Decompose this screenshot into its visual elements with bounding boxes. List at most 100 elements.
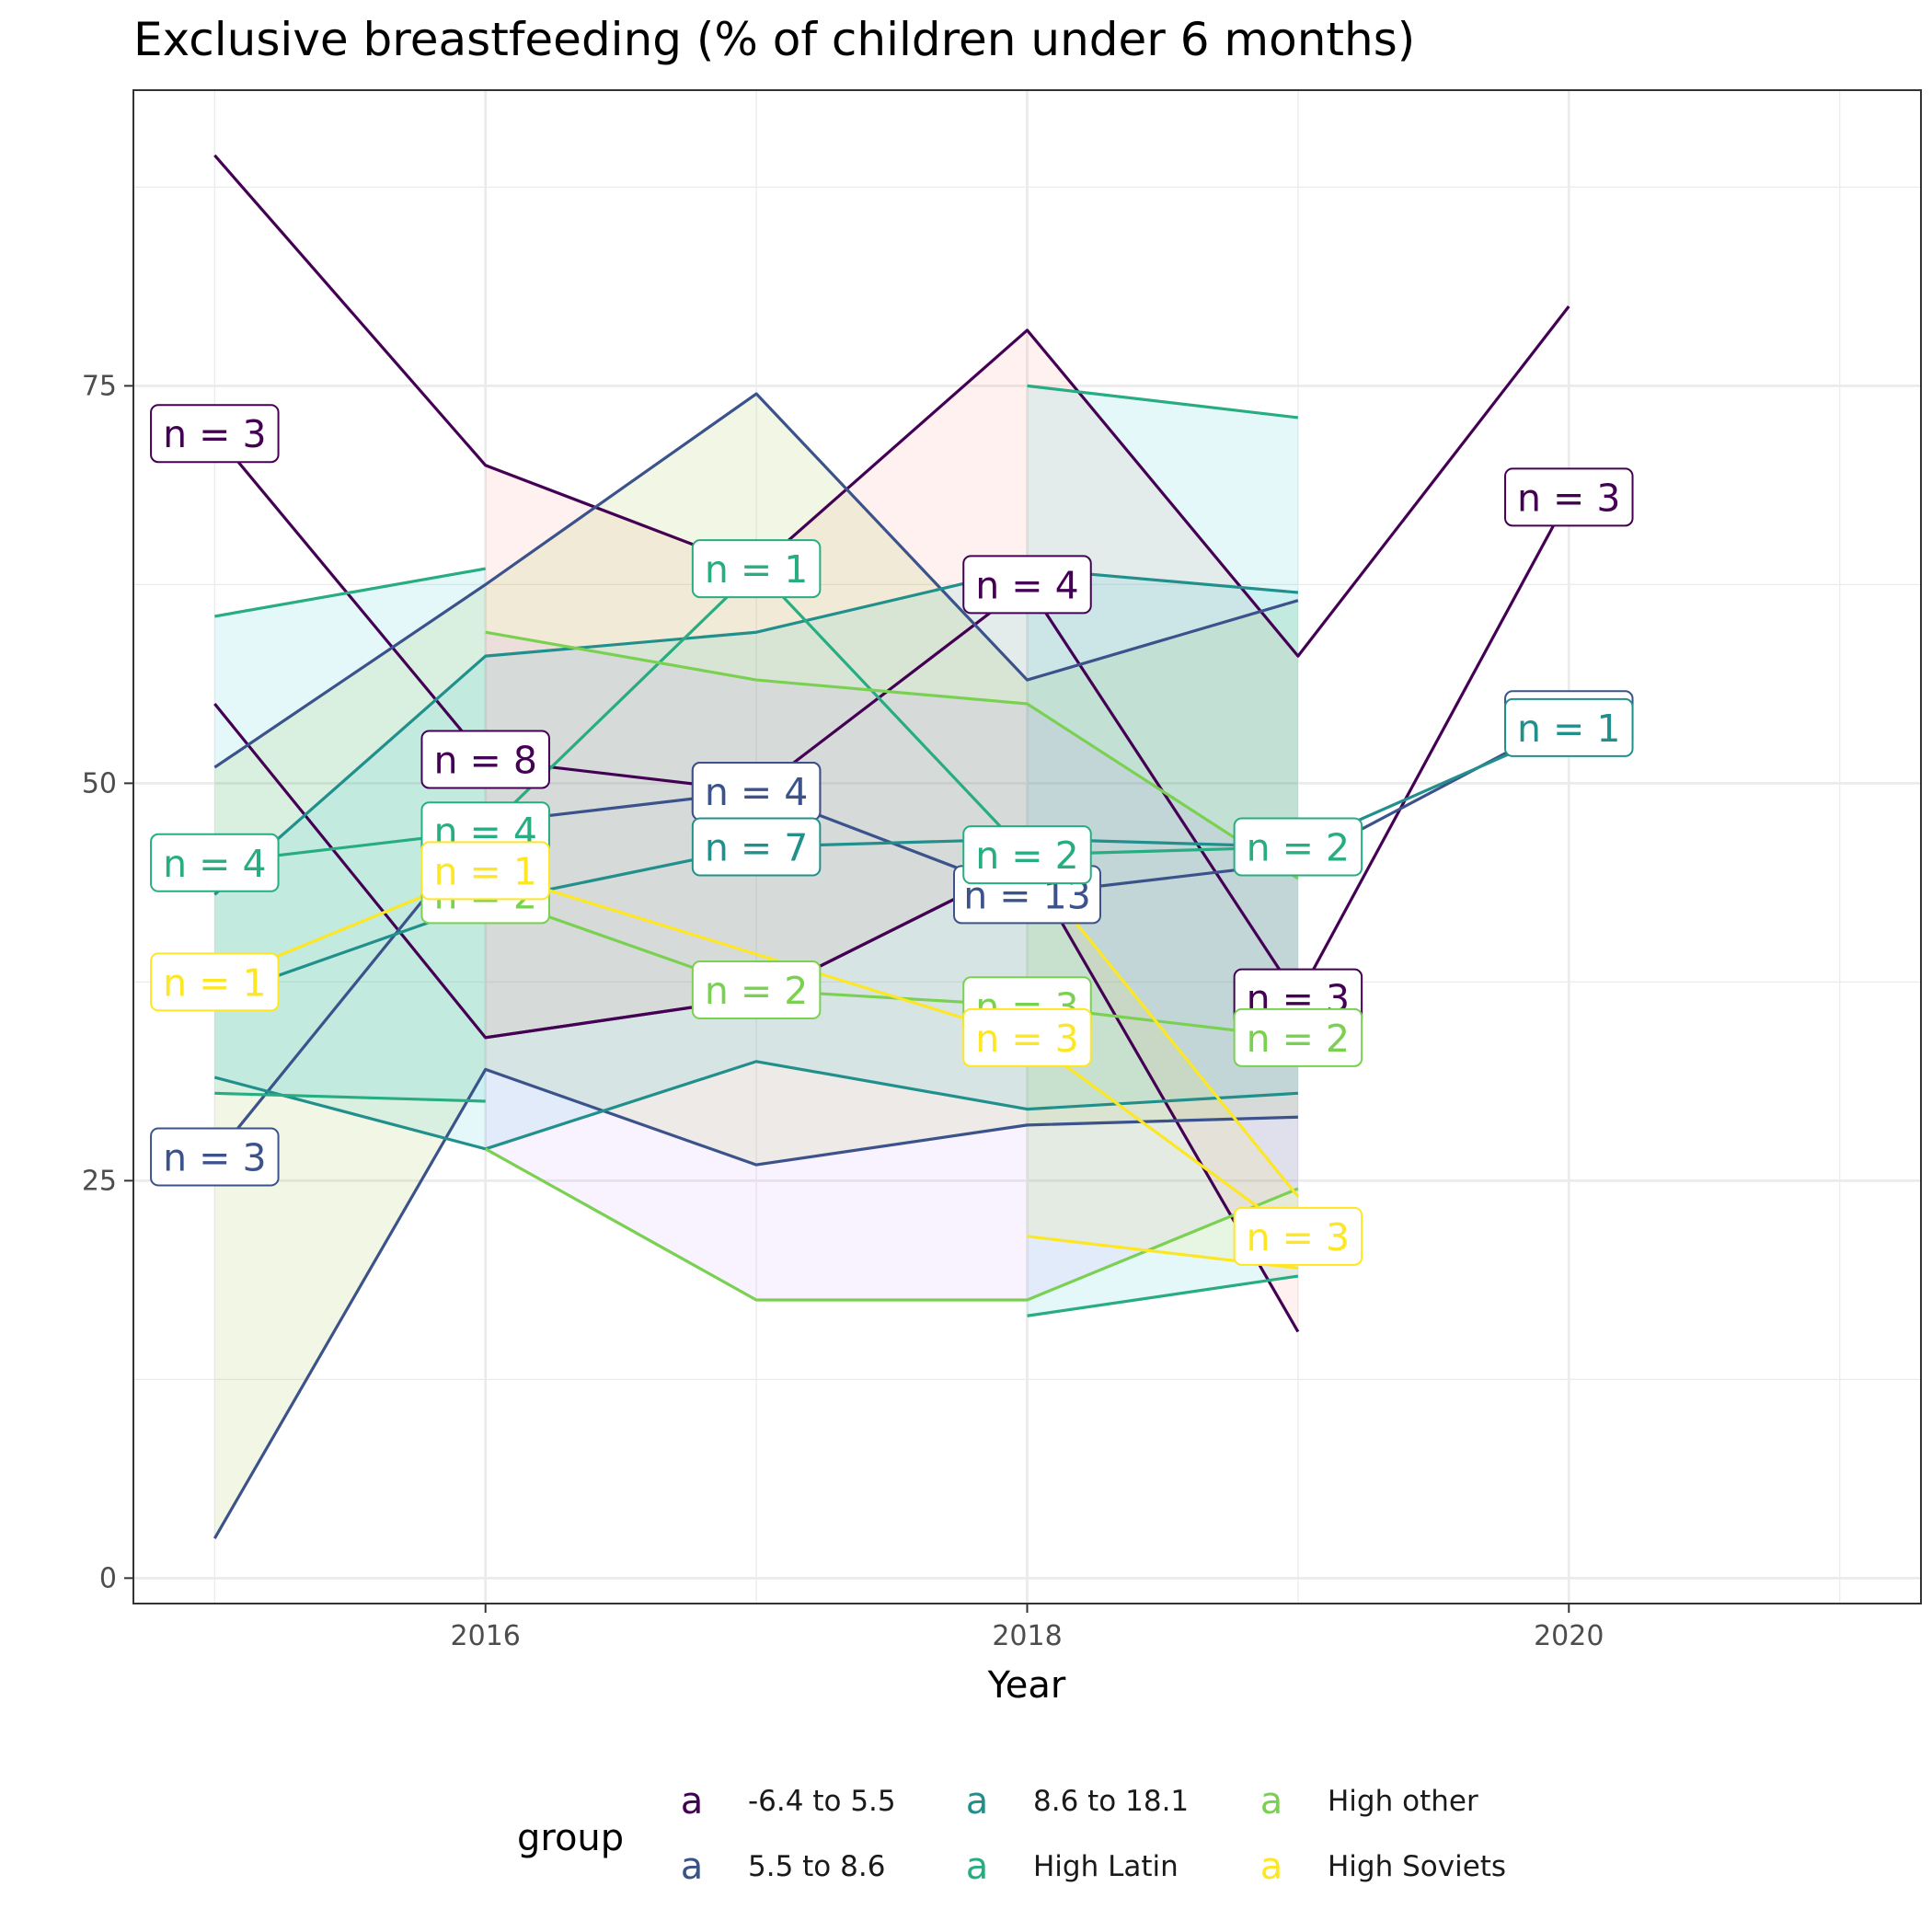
mean-line-6-4-to-5-5 — [213, 432, 1570, 1000]
count-label-text: n = 2 — [975, 834, 1079, 878]
count-label-high-other: n = 2 — [1233, 1007, 1363, 1067]
count-label-text: n = 2 — [705, 969, 809, 1013]
count-label-box — [150, 404, 280, 464]
count-label-6-4-to-5-5: n = 3 — [1504, 467, 1634, 527]
count-label-5-5-to-8-6: n = 4 — [691, 762, 822, 822]
lower-line-high-latin — [1027, 1274, 1299, 1317]
extra-line-6-4-to-5-5 — [213, 702, 1029, 1040]
count-label-high-latin: n = 2 — [962, 825, 1092, 885]
y-tick-label: 50 — [82, 767, 117, 799]
upper-line-high-other — [485, 630, 1299, 880]
count-label-layer: n = 3 n = 8 n = 4 n = 4 n = 3 n = 3 n = 3 n = 4… — [150, 404, 1634, 1266]
count-label-text: n = 4 — [163, 842, 267, 886]
lower-line-high-other — [484, 1147, 1299, 1302]
legend-label: High Latin — [1033, 1850, 1179, 1883]
count-label-8-6-to-18-1: n = 1 — [1504, 697, 1634, 757]
count-label-text: n = 2 — [1247, 826, 1351, 870]
count-label-text: n = 7 — [705, 826, 809, 870]
count-label-text: n = 2 — [1247, 1017, 1351, 1061]
count-label-text: n = 3 — [1517, 476, 1621, 520]
lower-line-high-latin — [214, 1091, 486, 1103]
count-label-box — [962, 555, 1092, 615]
legend-item-5-5-to-8-6: a 5.5 to 8.6 — [681, 1846, 886, 1888]
legend: group a -6.4 to 5.5 a 5.5 to 8.6 a 8.6 to 18.… — [517, 1780, 1506, 1888]
count-label-box — [1233, 1007, 1363, 1067]
line-layer — [213, 154, 1570, 1539]
legend-key: a — [966, 1780, 989, 1823]
count-label-high-other: n = 2 — [691, 960, 822, 1020]
count-label-text: n = 3 — [163, 1135, 267, 1179]
count-label-box — [1504, 697, 1634, 757]
count-label-high-soviets: n = 3 — [962, 1007, 1092, 1067]
count-label-box — [150, 833, 280, 892]
count-label-6-4-to-5-5: n = 4 — [962, 555, 1092, 615]
count-label-6-4-to-5-5: n = 3 — [150, 404, 280, 464]
legend-label: -6.4 to 5.5 — [748, 1785, 896, 1818]
upper-line-6-4-to-5-5 — [213, 154, 1570, 658]
count-label-text: n = 8 — [433, 738, 537, 782]
count-label-text: n = 4 — [705, 770, 809, 814]
upper-line-8-6-to-18-1 — [213, 567, 1299, 896]
count-label-high-latin: n = 1 — [691, 539, 822, 599]
legend-key: a — [681, 1780, 704, 1823]
x-tick-label: 2020 — [1534, 1620, 1604, 1652]
count-label-high-soviets: n = 1 — [150, 952, 280, 1012]
count-label-text: n = 1 — [163, 960, 267, 1005]
mean-line-high-soviets — [213, 868, 1299, 1238]
y-tick-label: 25 — [82, 1165, 117, 1197]
count-label-text: n = 1 — [1517, 707, 1621, 751]
count-label-box — [691, 539, 822, 599]
count-label-text: n = 3 — [1247, 1215, 1351, 1259]
legend-key: a — [1260, 1846, 1283, 1888]
upper-line-5-5-to-8-6 — [213, 392, 1299, 769]
count-label-high-soviets: n = 3 — [1233, 1206, 1363, 1266]
legend-label: 5.5 to 8.6 — [748, 1850, 885, 1883]
y-tick-label: 75 — [82, 370, 117, 402]
x-tick-label: 2018 — [992, 1620, 1062, 1652]
ribbon-high-soviets — [1027, 862, 1298, 1269]
count-label-high-latin: n = 2 — [1233, 817, 1363, 877]
legend-key: a — [681, 1846, 704, 1888]
count-label-text: n = 1 — [705, 547, 809, 592]
count-label-5-5-to-8-6: n = 3 — [150, 1127, 280, 1187]
count-label-8-6-to-18-1: n = 7 — [691, 817, 822, 877]
legend-label: 8.6 to 18.1 — [1033, 1785, 1189, 1818]
count-label-box — [962, 1007, 1092, 1067]
count-label-text: n = 3 — [163, 412, 267, 456]
upper-line-high-latin — [214, 567, 486, 618]
count-label-box — [691, 817, 822, 877]
legend-label: High other — [1328, 1785, 1478, 1818]
count-label-box — [420, 841, 550, 901]
legend-key: a — [1260, 1780, 1283, 1823]
upper-line-high-latin — [1027, 384, 1299, 420]
x-axis-title: Year — [987, 1664, 1066, 1707]
count-label-box — [150, 1127, 280, 1187]
legend-key: a — [966, 1846, 989, 1888]
legend-item-high-latin: a High Latin — [966, 1846, 1179, 1888]
count-label-box — [691, 960, 822, 1020]
axes: 0 25 50 75 2016 2018 2020 — [82, 370, 1604, 1652]
count-label-box — [1504, 467, 1634, 527]
legend-item-high-other: a High other — [1260, 1780, 1478, 1823]
count-label-box — [1233, 1206, 1363, 1266]
x-tick-label: 2016 — [451, 1620, 521, 1652]
ribbon-6-4-to-5-5 — [485, 329, 1298, 1332]
count-label-box — [150, 952, 280, 1012]
count-label-high-latin: n = 4 — [150, 833, 280, 892]
count-label-high-soviets: n = 1 — [420, 841, 550, 901]
count-label-box — [420, 730, 550, 789]
mean-line-high-other — [485, 892, 1299, 1040]
legend-item-8-6-to-18-1: a 8.6 to 18.1 — [966, 1780, 1189, 1823]
legend-title: group — [517, 1817, 624, 1859]
ribbon-high-latin — [214, 569, 486, 1101]
count-label-box — [962, 825, 1092, 885]
legend-label: High Soviets — [1328, 1850, 1506, 1883]
legend-item-high-soviets: a High Soviets — [1260, 1846, 1506, 1888]
y-tick-label: 0 — [99, 1562, 117, 1594]
lower-line-5-5-to-8-6 — [213, 1067, 1298, 1539]
count-label-text: n = 1 — [433, 849, 537, 893]
chart-title: Exclusive breastfeeding (% of children u… — [133, 13, 1415, 66]
count-label-text: n = 4 — [975, 563, 1079, 607]
count-label-6-4-to-5-5: n = 8 — [420, 730, 550, 789]
